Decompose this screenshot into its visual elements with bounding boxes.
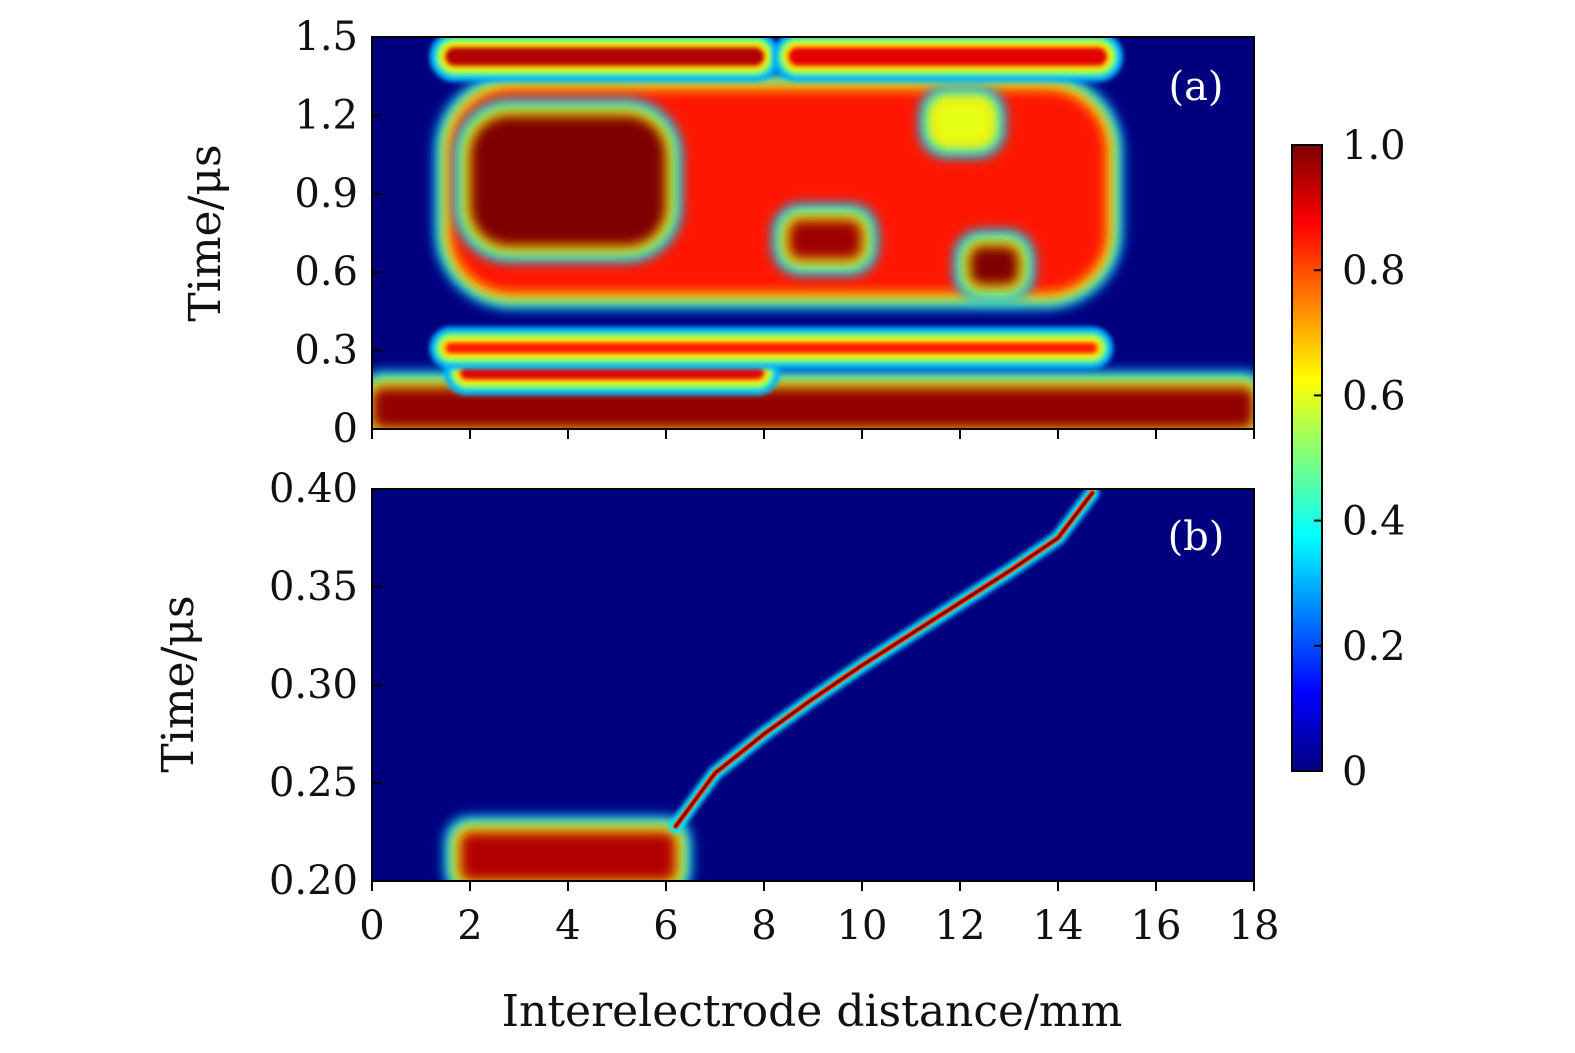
x-tick-label-b-4: 8 <box>751 903 776 949</box>
y-tick-label-b-1: 0.25 <box>269 760 358 806</box>
panel-a-x-axis <box>371 429 1255 439</box>
panel-b-regions <box>444 489 1100 881</box>
heat-region-a-4-layer-3 <box>470 115 666 247</box>
x-tick-label-b-1: 2 <box>457 903 482 949</box>
y-tick-label-b-4: 0.40 <box>269 466 358 512</box>
panel-a: 0 0.3 0.6 0.9 1.2 1.5 (a) Time/μs <box>180 14 1255 452</box>
heat-region-a-8-layer-3 <box>445 47 764 66</box>
y-tick-label-b-0: 0.20 <box>269 858 358 904</box>
panel-a-regions <box>372 37 1254 429</box>
y-tick-label-b-2: 0.30 <box>269 662 358 708</box>
y-tick-label-a-1: 0.3 <box>294 328 358 374</box>
colorbar-tick-label-0: 0 <box>1342 749 1367 795</box>
panel-a-plot-area <box>372 37 1254 429</box>
colorbar-tick-label-2: 0.4 <box>1342 499 1406 545</box>
colorbar: 0 0.2 0.4 0.6 0.8 1.0 <box>1291 123 1406 795</box>
x-tick-label-b-3: 6 <box>653 903 678 949</box>
heat-region-a-2-layer-3 <box>445 342 1098 354</box>
colorbar-tick-label-1: 0.2 <box>1342 624 1406 670</box>
front-path-core <box>674 491 1094 828</box>
heat-region-a-6-layer-3 <box>969 246 1019 286</box>
panel-a-frame <box>371 36 1255 430</box>
y-tick-label-a-4: 1.2 <box>294 92 358 138</box>
x-tick-label-b-2: 4 <box>555 903 580 949</box>
panel-b: 0.20 0.25 0.30 0.35 0.40 0 2 4 6 8 10 12 14 16 18 (b)… <box>153 466 1279 1037</box>
x-tick-label-b-8: 16 <box>1131 903 1182 949</box>
heat-region-a-9-layer-3 <box>788 47 1107 66</box>
x-tick-label-b-9: 18 <box>1229 903 1280 949</box>
panel-b-x-axis: 0 2 4 6 8 10 12 14 16 18 <box>359 881 1279 949</box>
y-tick-label-a-0: 0 <box>333 406 358 452</box>
y-tick-label-a-5: 1.5 <box>294 14 358 60</box>
y-tick-label-b-3: 0.35 <box>269 564 358 610</box>
panel-a-tag: (a) <box>1168 64 1223 110</box>
colorbar-gradient <box>1291 144 1323 772</box>
panel-b-plot-area <box>372 489 1254 881</box>
colorbar-tick-label-5: 1.0 <box>1342 123 1406 169</box>
panel-b-tag: (b) <box>1168 514 1225 560</box>
heat-region-a-1-layer-3 <box>460 366 764 380</box>
panel-a-y-axis-title: Time/μs <box>180 144 231 321</box>
colorbar-tick-label-3: 0.6 <box>1342 373 1406 419</box>
panel-b-y-axis: 0.20 0.25 0.30 0.35 0.40 <box>269 466 382 904</box>
x-tick-label-b-7: 14 <box>1033 903 1084 949</box>
panel-b-y-axis-title: Time/μs <box>153 595 204 772</box>
heat-region-a-0-layer-3 <box>372 387 1254 429</box>
x-tick-label-b-0: 0 <box>359 903 384 949</box>
heat-region-b-0-layer-3 <box>460 832 676 881</box>
heat-region-a-7-layer-3 <box>935 102 990 142</box>
y-tick-label-a-2: 0.6 <box>294 249 358 295</box>
panel-b-background <box>372 489 1254 881</box>
x-axis-title: Interelectrode distance/mm <box>502 986 1123 1037</box>
x-tick-label-b-6: 12 <box>935 903 986 949</box>
heat-region-a-5-layer-3 <box>788 219 862 260</box>
colorbar-ticks: 0 0.2 0.4 0.6 0.8 1.0 <box>1314 123 1406 795</box>
x-tick-label-b-5: 10 <box>837 903 888 949</box>
y-tick-label-a-3: 0.9 <box>294 171 358 217</box>
panel-a-y-axis: 0 0.3 0.6 0.9 1.2 1.5 <box>294 14 382 452</box>
colorbar-tick-label-4: 0.8 <box>1342 248 1406 294</box>
